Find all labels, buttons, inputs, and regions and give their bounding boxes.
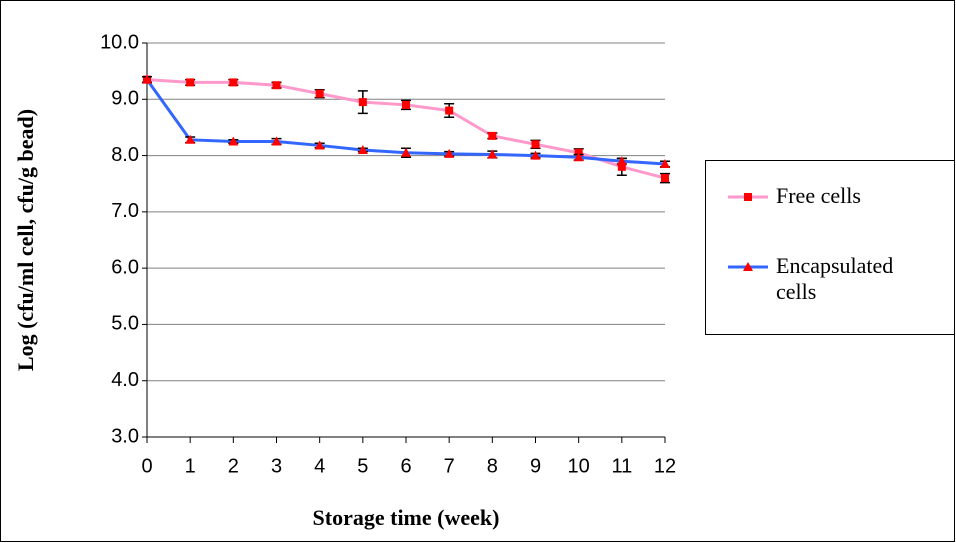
- marker: [660, 159, 670, 169]
- legend-label: Encapsulated cells: [776, 253, 894, 304]
- legend-swatch: [728, 262, 768, 271]
- marker: [186, 78, 195, 87]
- y-tick-label: 9.0: [111, 88, 139, 110]
- y-tick-label: 10.0: [100, 31, 139, 53]
- marker: [487, 149, 498, 159]
- x-tick-label: 7: [444, 455, 455, 477]
- marker: [743, 262, 753, 271]
- marker: [315, 89, 324, 98]
- marker: [661, 174, 669, 183]
- y-tick-label: 7.0: [111, 200, 139, 222]
- legend-label: Free cells: [776, 183, 861, 208]
- legend: Free cells Encapsulated cells: [705, 160, 955, 335]
- marker: [744, 193, 752, 201]
- x-axis-title: Storage time (week): [313, 505, 500, 530]
- marker: [445, 106, 454, 115]
- marker: [229, 78, 238, 87]
- legend-swatch: [728, 193, 768, 201]
- marker: [444, 148, 455, 158]
- series: [142, 74, 670, 169]
- marker: [228, 136, 239, 146]
- marker: [314, 140, 325, 150]
- legend-item: Free cells: [726, 183, 926, 209]
- marker: [488, 131, 497, 140]
- marker: [402, 100, 410, 109]
- y-tick-label: 6.0: [111, 256, 139, 278]
- x-tick-label: 2: [228, 455, 239, 477]
- marker: [573, 152, 584, 162]
- y-axis-title: Log (cfu/ml cell, cfu/g bead): [13, 109, 38, 371]
- marker: [357, 144, 368, 154]
- x-tick-label: 11: [611, 455, 632, 477]
- marker: [530, 150, 541, 160]
- x-tick-label: 0: [141, 455, 152, 477]
- x-tick-label: 12: [654, 455, 676, 477]
- x-tick-label: 9: [530, 455, 541, 477]
- x-tick-label: 4: [314, 455, 325, 477]
- legend-item: Encapsulated cells: [726, 253, 926, 305]
- marker: [358, 98, 367, 107]
- marker: [401, 147, 411, 157]
- x-tick-label: 3: [271, 455, 282, 477]
- x-tick-label: 1: [185, 455, 196, 477]
- marker: [616, 156, 627, 166]
- marker: [617, 162, 626, 171]
- y-tick-label: 4.0: [111, 369, 139, 391]
- x-tick-label: 8: [487, 455, 498, 477]
- x-tick-label: 6: [400, 455, 411, 477]
- marker: [185, 134, 196, 144]
- marker: [142, 74, 152, 84]
- marker: [531, 140, 540, 149]
- y-tick-label: 5.0: [111, 313, 139, 335]
- x-tick-label: 10: [568, 455, 590, 477]
- y-tick-label: 3.0: [111, 425, 139, 447]
- y-tick-label: 8.0: [111, 144, 139, 166]
- series: [142, 75, 670, 184]
- marker: [272, 81, 281, 90]
- marker: [271, 136, 282, 146]
- series-line: [146, 78, 666, 180]
- x-tick-label: 5: [357, 455, 368, 477]
